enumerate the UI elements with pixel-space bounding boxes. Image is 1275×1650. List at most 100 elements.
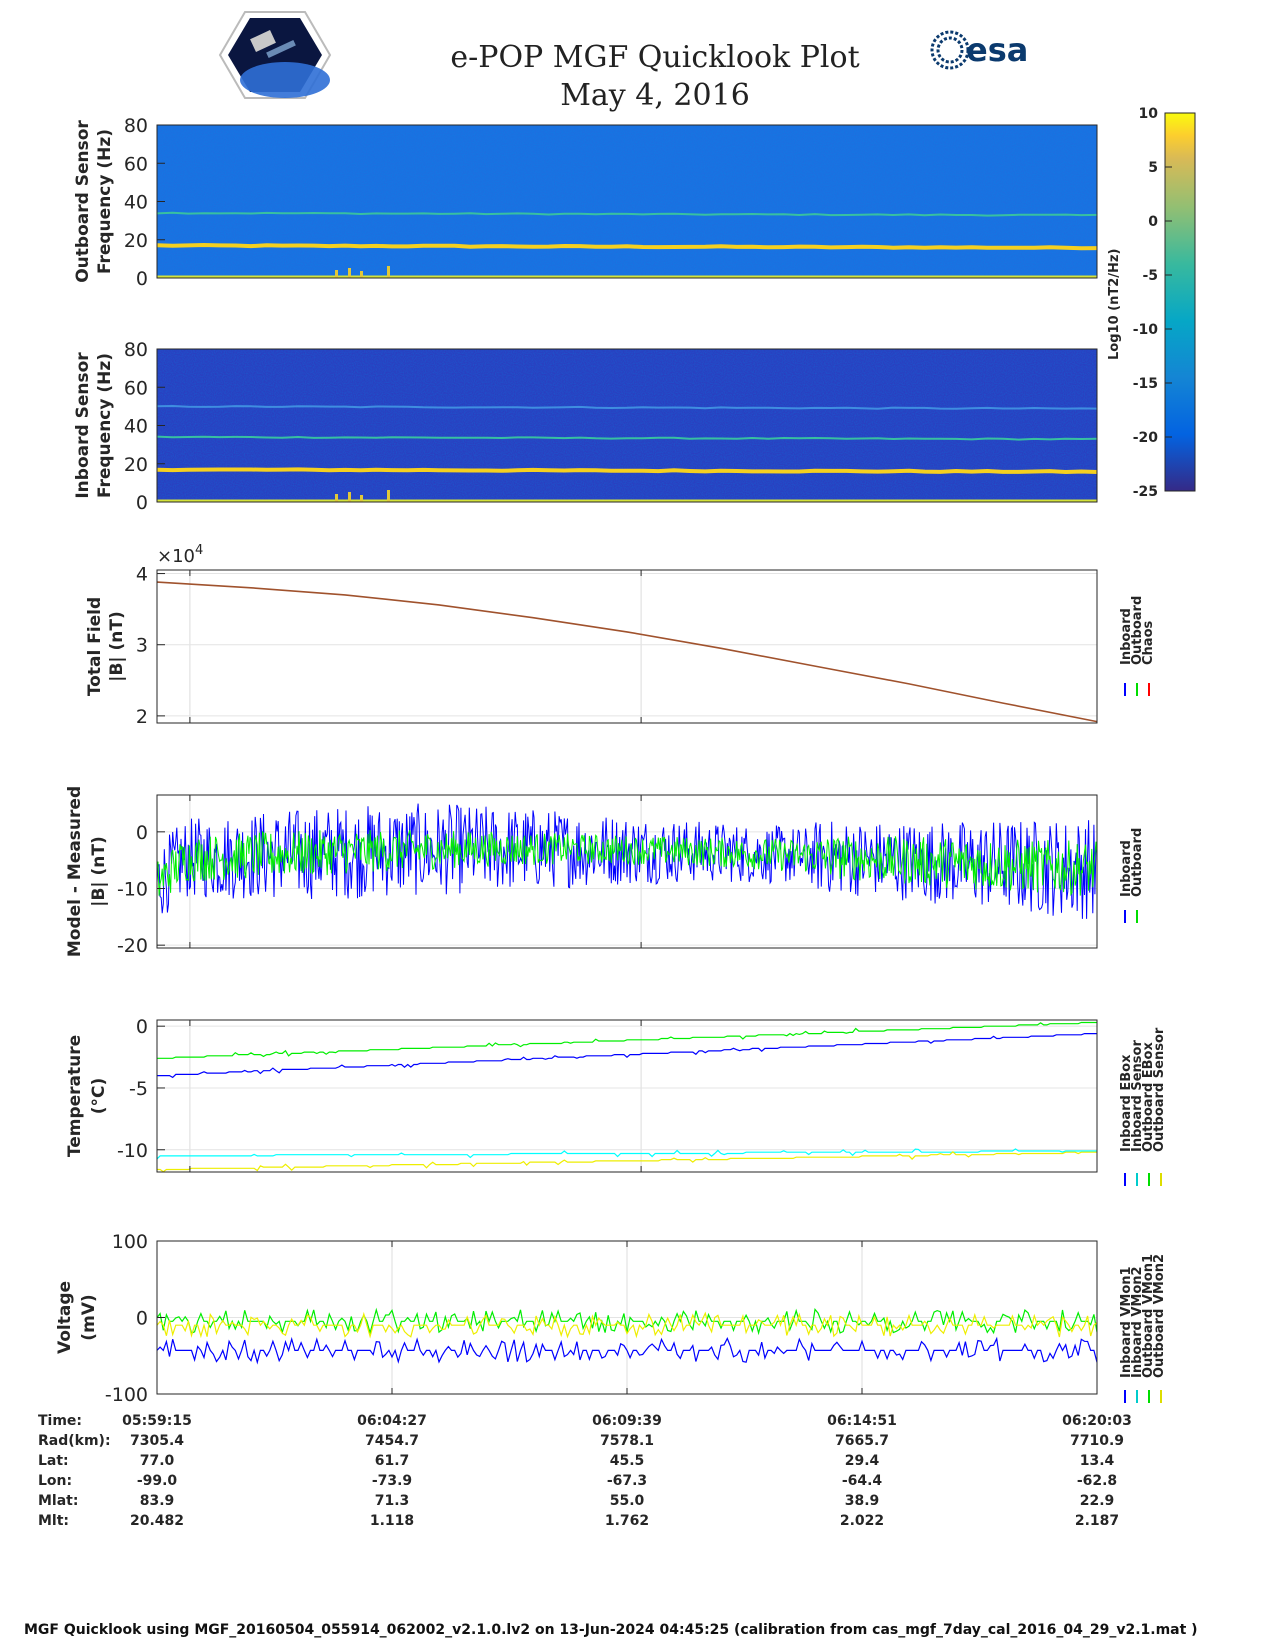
burst-mark [387,490,390,502]
ephemeris-row-label: Lon: [38,1473,72,1489]
ephemeris-cell: 05:59:15 [122,1413,192,1429]
ephemeris-cell: -64.4 [842,1473,883,1489]
cbar-tick-label: 5 [1148,160,1158,176]
ephemeris-cell: 7454.7 [365,1433,419,1449]
footer-note: MGF Quicklook using MGF_20160504_055914_… [24,1622,1198,1638]
ephemeris-cell: 06:14:51 [827,1413,897,1429]
ytick-label: -100 [105,1384,148,1406]
legend-label: Outboard EBox [1141,1042,1156,1152]
axes-frame [156,794,1098,949]
cbar-tick-label: 10 [1139,106,1159,122]
ylabel-line2: |B| (nT) [107,611,127,682]
ephemeris-cell: 20.482 [130,1513,184,1529]
legend-label: Inboard EBox [1119,1054,1134,1152]
ephemeris-cell: 1.762 [605,1513,649,1529]
exponent-label: ×104 [157,543,203,567]
legend-label: Outboard VMon1 [1141,1254,1156,1378]
ylabel-line1: Model - Measured [65,786,85,957]
model-measured-panel: 0 -10 -20 Model - Measured |B| (nT) InboardOu… [65,786,1145,957]
ytick-label: -10 [117,1140,148,1162]
ephemeris-cell: 06:04:27 [357,1413,427,1429]
temperature-panel: 0 -5 -10 Temperature (°C) Inboard EBoxInboard… [65,1016,1167,1186]
legend-label: Inboard [1119,608,1134,665]
total-field-panel: 4 3 2 Total Field |B| (nT) InboardOutboardCha… [85,543,1156,728]
ylabel-line2: (mV) [79,1294,99,1340]
ytick-label: 100 [112,1231,148,1253]
ytick-label: 20 [124,454,148,476]
ephemeris-cell: 77.0 [140,1453,175,1469]
ephemeris-row-label: Mlat: [38,1493,78,1509]
ephemeris-cell: -62.8 [1077,1473,1117,1489]
ylabel-line1: Total Field [85,597,105,696]
spectral-line [156,404,1098,410]
cbar-tick-label: -5 [1142,268,1158,284]
ephemeris-cell: 13.4 [1080,1453,1115,1469]
ephemeris-cell: 83.9 [140,1493,175,1509]
axes-frame [156,569,1098,724]
ytick-label: -10 [117,879,148,901]
ephemeris-cell: 55.0 [610,1493,645,1509]
ytick-label: -5 [129,1078,148,1100]
voltage-panel: 100 0 -100 Voltage (mV) Inboard VMon1Inboard … [55,1231,1167,1406]
series-line [156,581,1098,723]
legend-label: Chaos [1141,621,1156,665]
ytick-label: 3 [136,635,148,657]
ylabel-line1: Inboard Sensor [73,352,93,499]
ylabel-line1: Voltage [55,1281,75,1354]
ephemeris-cell: 71.3 [375,1493,410,1509]
burst-mark [387,266,390,278]
ylabel-line2: (°C) [89,1078,109,1115]
legend-label: Inboard Sensor [1130,1040,1145,1152]
spectral-line [156,242,1098,251]
outboard-spectrogram [156,124,1098,279]
ephemeris-cell: 7578.1 [600,1433,654,1449]
inboard-spectrogram [156,348,1098,503]
series-line [157,1150,1097,1173]
exponent-power: 4 [195,543,203,558]
legend-label: Outboard [1130,596,1145,665]
ephemeris-cell: 7710.9 [1070,1433,1124,1449]
ephemeris-cell: 06:09:39 [592,1413,662,1429]
ytick-label: 80 [124,115,148,137]
burst-mark [360,271,363,278]
ephemeris-cell: -73.9 [372,1473,412,1489]
ytick-label: 0 [136,492,148,514]
ephemeris-cell: 38.9 [845,1493,880,1509]
cbar-tick-label: -10 [1133,322,1159,338]
ephemeris-cell: 7305.4 [130,1433,184,1449]
series-line [156,1311,1098,1339]
ytick-label: 60 [124,153,148,175]
legend-label: Inboard VMon2 [1130,1266,1145,1378]
legend-label: Outboard Sensor [1152,1027,1167,1152]
burst-mark [335,270,338,278]
page-date: May 4, 2016 [560,78,750,113]
ephemeris-cell: -99.0 [137,1473,178,1489]
burst-mark [348,492,351,502]
ylabel-line2: Frequency (Hz) [95,353,115,498]
ytick-label: 40 [124,416,148,438]
spectral-line [156,211,1098,217]
axes-frame [156,1019,1098,1173]
spectral-line [156,467,1098,475]
cbar-tick-label: 0 [1148,214,1158,230]
colorbar: 10 5 0 -5 -10 -15 -20 -25 Log10 (nT2/Hz) [1107,106,1196,500]
series-line-outboard [156,829,1098,897]
ephemeris-row-label: Lat: [38,1453,69,1469]
ylabel-line2: Frequency (Hz) [95,129,115,274]
ephemeris-cell: 29.4 [845,1453,880,1469]
ytick-label: 2 [136,706,148,728]
cassiope-logo [218,11,332,99]
ephemeris-cell: 61.7 [375,1453,410,1469]
cbar-tick-label: -20 [1133,430,1159,446]
ytick-label: 0 [136,268,148,290]
ytick-label: 20 [124,230,148,252]
page-title: e-POP MGF Quicklook Plot [450,40,860,75]
ephemeris-cell: 1.118 [370,1513,414,1529]
spectral-line [156,435,1098,441]
ytick-label: -20 [117,935,148,957]
ephemeris-cell: 22.9 [1080,1493,1115,1509]
series-line-inboard [156,803,1098,919]
ylabel-line1: Outboard Sensor [73,120,93,283]
series-line [157,1033,1097,1079]
